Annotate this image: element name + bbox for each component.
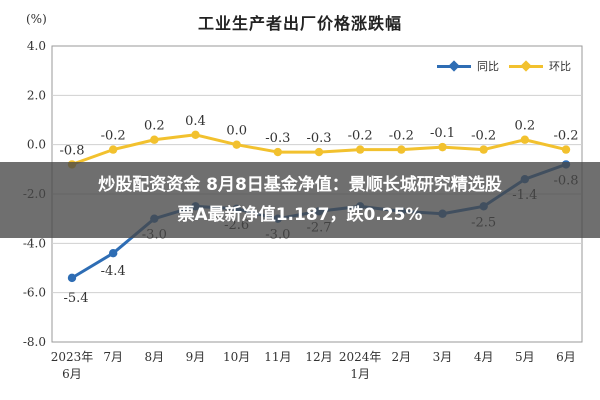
data-label: 0.4	[185, 114, 206, 129]
x-tick-label: 1月	[350, 367, 370, 381]
y-tick-label: 4.0	[27, 39, 46, 53]
data-label: -0.3	[306, 131, 331, 146]
data-point	[314, 147, 324, 157]
legend-label-mom: 环比	[549, 60, 571, 73]
data-label: -5.4	[63, 291, 88, 306]
data-point	[108, 249, 118, 258]
y-tick-label: -4.0	[23, 236, 46, 250]
data-point	[67, 273, 77, 283]
data-point	[150, 135, 159, 144]
overlay-banner: 炒股配资资金 8月8日基金净值：景顺长城研究精选股 票A最新净值1.187，跌0…	[0, 162, 600, 238]
data-label: 0.0	[226, 124, 247, 139]
data-point	[108, 145, 118, 154]
data-point	[520, 135, 530, 144]
data-label: -0.2	[389, 129, 414, 144]
legend-label-yoy: 同比	[477, 60, 499, 73]
legend-swatch-yoy	[437, 61, 471, 71]
data-point	[355, 145, 365, 154]
data-point	[273, 147, 283, 157]
banner-line-1: 炒股配资资金 8月8日基金净值：景顺长城研究精选股	[98, 175, 502, 195]
data-label: -0.1	[430, 126, 455, 141]
data-label: -0.2	[553, 129, 578, 144]
data-label: -0.8	[59, 143, 84, 158]
data-label: -0.2	[471, 129, 496, 144]
data-point	[479, 145, 488, 154]
banner-line-2: 票A最新净值1.187，跌0.25%	[177, 205, 423, 225]
chart-title: 工业生产者出厂价格涨跌幅	[197, 14, 402, 33]
data-point	[438, 142, 447, 152]
legend-swatch-mom	[509, 61, 543, 71]
data-label: -0.2	[101, 129, 126, 144]
data-point	[561, 145, 571, 154]
y-tick-label: -6.0	[23, 286, 46, 300]
data-point	[191, 130, 200, 139]
data-label: -0.3	[265, 131, 290, 146]
x-tick-label: 12月	[305, 350, 332, 364]
x-tick-label: 4月	[474, 350, 494, 364]
data-label: -4.4	[101, 264, 126, 279]
x-tick-label: 5月	[515, 350, 535, 364]
y-unit-label: (%)	[26, 12, 47, 26]
x-tick-label: 7月	[103, 350, 123, 364]
data-label: -0.2	[348, 129, 373, 144]
x-tick-label: 3月	[433, 350, 453, 364]
x-tick-label: 9月	[186, 350, 206, 364]
data-label: 0.2	[514, 119, 535, 134]
y-tick-label: 0.0	[27, 138, 46, 152]
x-tick-label: 6月	[62, 367, 82, 381]
y-tick-label: -8.0	[23, 335, 46, 349]
x-tick-label: 6月	[556, 350, 576, 364]
y-tick-label: 2.0	[27, 88, 46, 102]
x-tick-label: 2024年	[339, 350, 382, 364]
x-tick-label: 2月	[392, 350, 412, 364]
data-label: 0.2	[144, 119, 165, 134]
data-point	[232, 140, 241, 149]
legend: 同比 环比	[437, 58, 571, 74]
x-tick-label: 10月	[223, 350, 250, 364]
x-tick-label: 11月	[264, 350, 291, 364]
data-point	[397, 145, 406, 154]
x-tick-label: 2023年	[51, 350, 94, 364]
x-tick-label: 8月	[145, 350, 165, 364]
